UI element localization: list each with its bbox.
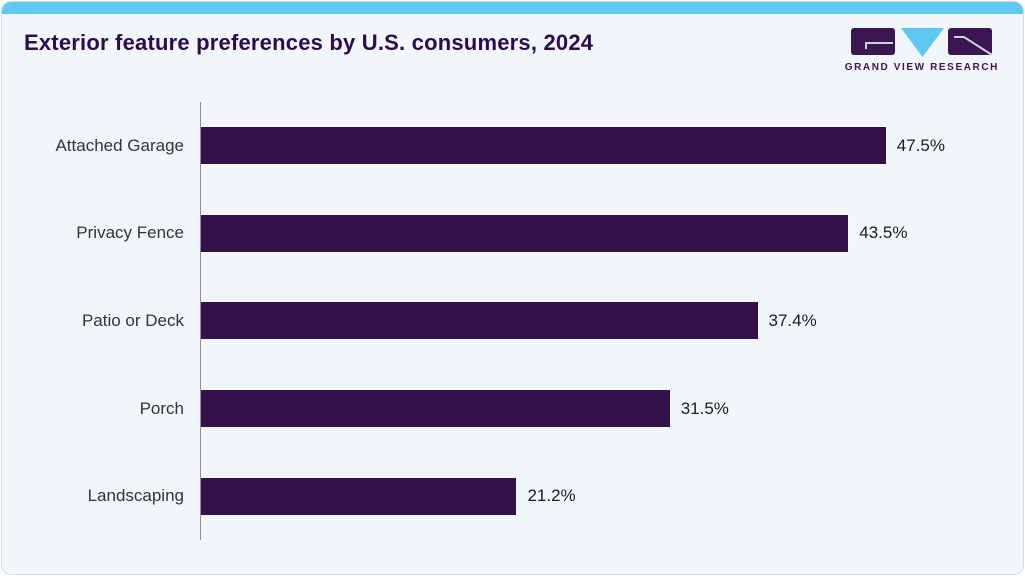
value-label: 21.2% bbox=[527, 486, 576, 506]
bar bbox=[201, 390, 670, 428]
value-label: 43.5% bbox=[859, 223, 908, 243]
bar-chart-rows: Attached Garage 47.5% Privacy Fence 43.5% Pa… bbox=[2, 102, 1023, 540]
bar-row: Privacy Fence 43.5% bbox=[2, 190, 1023, 278]
category-label: Porch bbox=[139, 398, 184, 418]
category-label: Privacy Fence bbox=[76, 223, 184, 243]
value-label: 47.5% bbox=[896, 135, 945, 155]
bar-row: Landscaping 21.2% bbox=[2, 452, 1023, 540]
bar-track: 43.5% bbox=[201, 214, 945, 252]
category-label: Landscaping bbox=[87, 486, 184, 506]
gvr-logo-text: GRAND VIEW RESEARCH bbox=[844, 62, 999, 73]
value-label: 31.5% bbox=[680, 398, 729, 418]
value-label: 37.4% bbox=[768, 310, 817, 330]
category-label: Attached Garage bbox=[55, 135, 184, 155]
accent-top-strip bbox=[2, 2, 1023, 14]
bar bbox=[201, 127, 886, 165]
y-axis-line bbox=[200, 102, 201, 540]
bar bbox=[201, 214, 849, 252]
bar-row: Porch 31.5% bbox=[2, 365, 1023, 453]
bar-track: 37.4% bbox=[201, 302, 945, 340]
bar-track: 31.5% bbox=[201, 390, 945, 428]
bar-track: 21.2% bbox=[201, 477, 945, 515]
gvr-logo: GRAND VIEW RESEARCH bbox=[845, 26, 999, 73]
gvr-logo-icon bbox=[851, 28, 993, 57]
bar-row: Patio or Deck 37.4% bbox=[2, 277, 1023, 365]
category-label: Patio or Deck bbox=[81, 310, 184, 330]
bar bbox=[201, 302, 758, 340]
chart-header: Exterior feature preferences by U.S. con… bbox=[2, 14, 1023, 92]
chart-title: Exterior feature preferences by U.S. con… bbox=[24, 30, 594, 55]
bar-track: 47.5% bbox=[201, 127, 945, 165]
bar bbox=[201, 477, 517, 515]
bar-row: Attached Garage 47.5% bbox=[2, 102, 1023, 190]
